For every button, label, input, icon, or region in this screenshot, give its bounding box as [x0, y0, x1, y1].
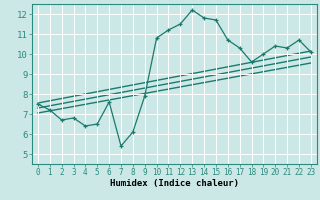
X-axis label: Humidex (Indice chaleur): Humidex (Indice chaleur)	[110, 179, 239, 188]
